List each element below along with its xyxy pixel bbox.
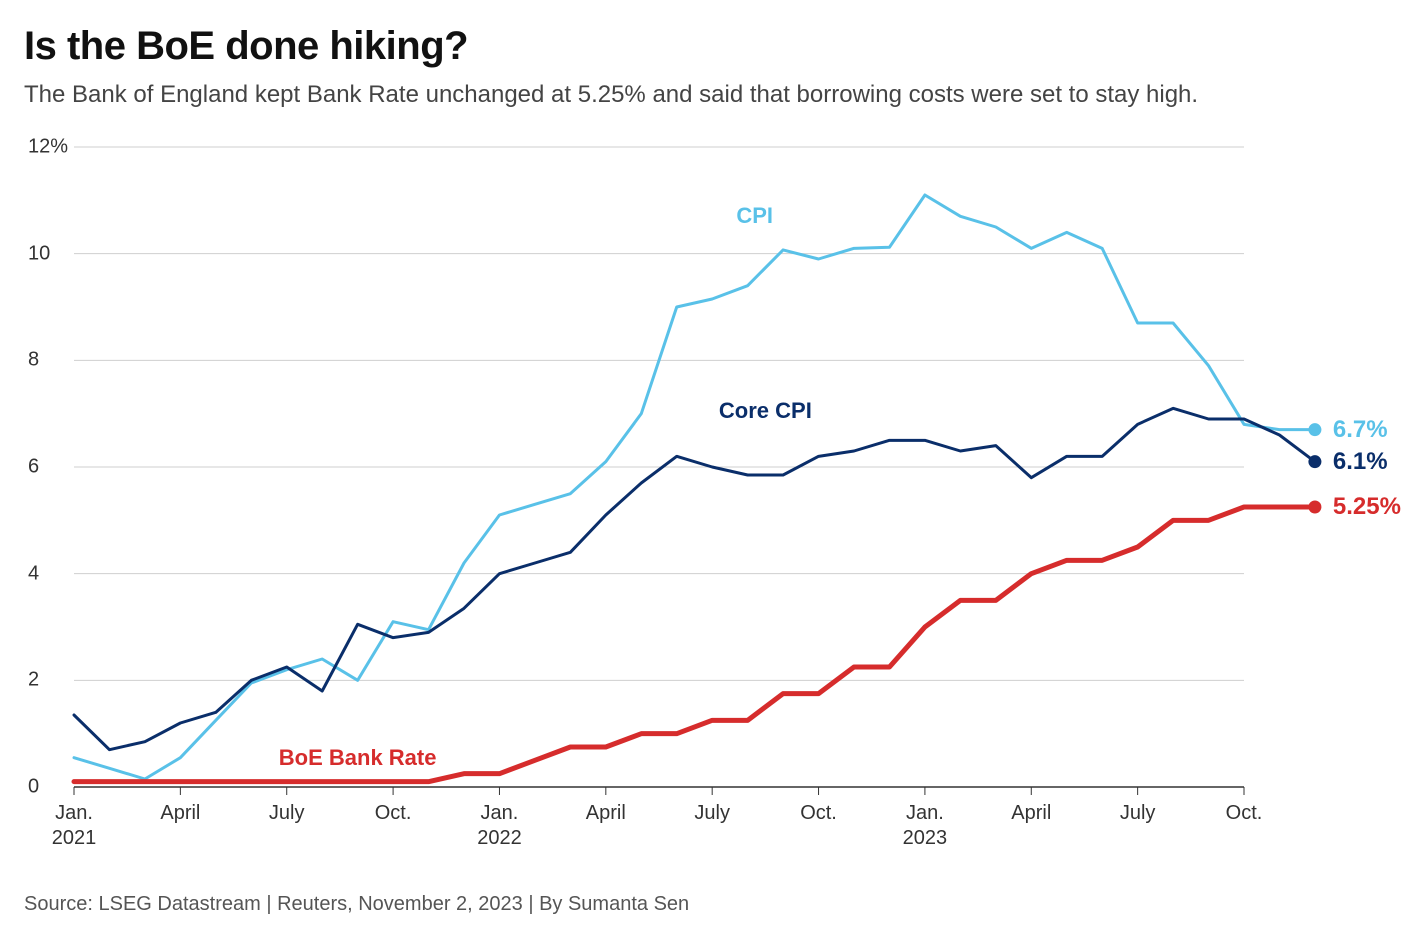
chart-title: Is the BoE done hiking? xyxy=(24,24,1380,69)
x-tick-label: April xyxy=(586,801,626,826)
end-label-core-cpi: 6.1% xyxy=(1333,448,1388,476)
chart-footer: Source: LSEG Datastream | Reuters, Novem… xyxy=(24,893,1380,916)
series-label-cpi: CPI xyxy=(736,203,773,229)
x-tick-label: Jan. 2023 xyxy=(903,801,948,851)
y-tick-label: 6 xyxy=(28,456,39,479)
x-tick-label: Oct. xyxy=(375,801,412,826)
series-label-core-cpi: Core CPI xyxy=(719,398,812,424)
x-tick-label: Jan. 2021 xyxy=(52,801,97,851)
x-tick-label: July xyxy=(694,801,730,826)
end-label-boe-bank-rate: 5.25% xyxy=(1333,493,1401,521)
x-tick-label: April xyxy=(1011,801,1051,826)
chart-subtitle: The Bank of England kept Bank Rate uncha… xyxy=(24,81,1380,109)
series-label-boe-bank-rate: BoE Bank Rate xyxy=(279,745,437,771)
x-tick-label: Oct. xyxy=(1226,801,1263,826)
chart-area: 0 2 4 6 8 10 12% Jan. 2021 April July Oct. Jan. 20… xyxy=(24,137,1364,857)
y-tick-label: 10 xyxy=(28,242,50,265)
y-tick-label: 2 xyxy=(28,669,39,692)
y-tick-label: 12% xyxy=(28,136,68,159)
y-tick-label: 4 xyxy=(28,562,39,585)
x-tick-label: July xyxy=(1120,801,1156,826)
chart-svg xyxy=(24,137,1364,857)
x-tick-label: Jan. 2022 xyxy=(477,801,522,851)
x-tick-label: Oct. xyxy=(800,801,837,826)
y-tick-label: 0 xyxy=(28,776,39,799)
y-tick-label: 8 xyxy=(28,349,39,372)
end-label-cpi: 6.7% xyxy=(1333,416,1388,444)
x-tick-label: July xyxy=(269,801,305,826)
x-tick-label: April xyxy=(160,801,200,826)
